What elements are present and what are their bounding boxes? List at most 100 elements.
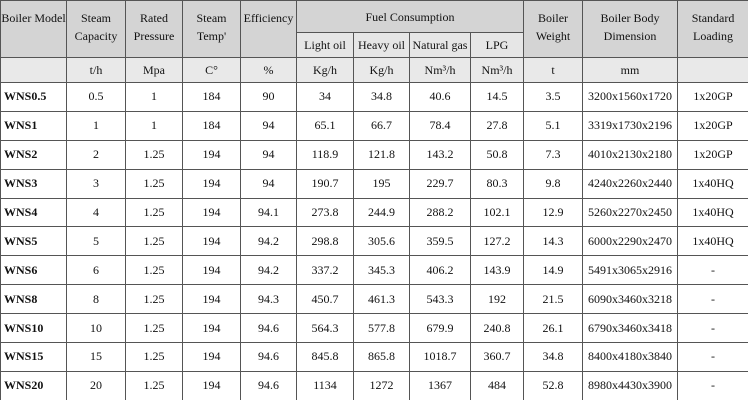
data-cell: 184 (182, 110, 241, 141)
data-cell: 127.2 (469, 226, 525, 257)
data-cell: 3 (66, 168, 126, 199)
unit-cell: t/h (66, 57, 126, 83)
data-cell: 1x40HQ (677, 226, 748, 257)
data-cell: 34 (296, 82, 354, 112)
data-cell: 0.5 (66, 82, 126, 112)
data-row: WNS6 6 1.25 194 94.2 337.2 345.3 406.2 143.9 14.9… (0, 255, 748, 286)
data-cell: 577.8 (353, 313, 410, 344)
data-cell: 360.7 (469, 342, 525, 372)
data-cell: 4 (66, 197, 126, 228)
data-cell: 1.25 (125, 370, 183, 400)
data-cell: 3.5 (523, 82, 584, 112)
data-cell: 1 (66, 110, 126, 141)
data-cell: 1367 (409, 370, 471, 400)
data-row: WNS5 5 1.25 194 94.2 298.8 305.6 359.5 127.2 14.3… (0, 226, 748, 257)
data-cell: 184 (182, 82, 241, 112)
data-cell: 194 (182, 313, 241, 344)
unit-cell (677, 57, 748, 83)
data-cell: 3319x1730x2196 (582, 110, 679, 141)
unit-cell: Kg/h (353, 57, 410, 83)
data-row: WNS10 10 1.25 194 94.6 564.3 577.8 679.9 240.8 26… (0, 313, 748, 344)
column-header: Boiler Model (0, 0, 67, 58)
data-cell: 20 (66, 370, 126, 400)
data-cell: 94 (240, 139, 297, 170)
model-cell: WNS8 (0, 284, 67, 315)
data-row: WNS4 4 1.25 194 94.1 273.8 244.9 288.2 102.1 12.9… (0, 197, 748, 228)
data-cell: 94 (240, 168, 297, 199)
data-cell: - (677, 255, 748, 286)
data-cell: 194 (182, 342, 241, 372)
data-cell: 298.8 (296, 226, 354, 257)
data-cell: 1x40HQ (677, 168, 748, 199)
sub-header: Heavy oil (353, 32, 410, 58)
data-cell: 3200x1560x1720 (582, 82, 679, 112)
model-cell: WNS0.5 (0, 82, 67, 112)
model-cell: WNS1 (0, 110, 67, 141)
model-cell: WNS10 (0, 313, 67, 344)
column-header: Steam Temp' (182, 0, 241, 58)
data-cell: - (677, 370, 748, 400)
data-cell: 14.3 (523, 226, 584, 257)
model-cell: WNS2 (0, 139, 67, 170)
data-cell: 5260x2270x2450 (582, 197, 679, 228)
data-cell: 4240x2260x2440 (582, 168, 679, 199)
data-cell: 14.5 (469, 82, 525, 112)
data-cell: 1.25 (125, 139, 183, 170)
data-cell: 194 (182, 197, 241, 228)
data-cell: 12.9 (523, 197, 584, 228)
data-cell: 345.3 (353, 255, 410, 286)
data-cell: 1.25 (125, 284, 183, 315)
data-cell: 1x40HQ (677, 197, 748, 228)
unit-cell: Kg/h (296, 57, 354, 83)
data-row: WNS1 1 1 184 94 65.1 66.7 78.4 27.8 5.1 3319x1730x… (0, 110, 748, 141)
data-row: WNS15 15 1.25 194 94.6 845.8 865.8 1018.7 360.7 3… (0, 342, 748, 372)
sub-header: Light oil (296, 32, 354, 58)
model-cell: WNS5 (0, 226, 67, 257)
data-cell: 1.25 (125, 197, 183, 228)
data-cell: 80.3 (469, 168, 525, 199)
data-cell: 34.8 (353, 82, 410, 112)
data-cell: 50.8 (469, 139, 525, 170)
data-cell: 8400x4180x3840 (582, 342, 679, 372)
data-cell: 10 (66, 313, 126, 344)
data-row: WNS3 3 1.25 194 94 190.7 195 229.7 80.3 9.8 4240x2… (0, 168, 748, 199)
data-cell: 94.2 (240, 226, 297, 257)
column-header: Rated Pressure (125, 0, 183, 58)
data-cell: 14.9 (523, 255, 584, 286)
data-cell: 26.1 (523, 313, 584, 344)
data-cell: 4010x2130x2180 (582, 139, 679, 170)
column-header: Standard Loading (677, 0, 748, 58)
data-cell: 5.1 (523, 110, 584, 141)
model-cell: WNS20 (0, 370, 67, 400)
column-header: Boiler Weight (523, 0, 584, 58)
data-cell: 543.3 (409, 284, 471, 315)
header-row: Boiler Model Steam Capacity Rated Pressure… (0, 0, 748, 58)
data-cell: 90 (240, 82, 297, 112)
data-cell: 7.3 (523, 139, 584, 170)
data-cell: 1.25 (125, 226, 183, 257)
unit-cell: % (240, 57, 297, 83)
data-cell: 34.8 (523, 342, 584, 372)
unit-cell: t (523, 57, 584, 83)
data-cell: 461.3 (353, 284, 410, 315)
sub-header: LPG (469, 32, 525, 58)
data-cell: 66.7 (353, 110, 410, 141)
model-cell: WNS15 (0, 342, 67, 372)
data-cell: 78.4 (409, 110, 471, 141)
data-cell: 679.9 (409, 313, 471, 344)
data-cell: 406.2 (409, 255, 471, 286)
data-cell: 337.2 (296, 255, 354, 286)
data-cell: 102.1 (469, 197, 525, 228)
column-header: Efficiency (240, 0, 297, 58)
unit-cell: Nm³/h (469, 57, 525, 83)
data-cell: 192 (469, 284, 525, 315)
data-cell: 6000x2290x2470 (582, 226, 679, 257)
units-row: t/h Mpa C°% Kg/h Kg/h Nm³/h Nm³/h t mm (0, 57, 748, 83)
data-cell: 6090x3460x3218 (582, 284, 679, 315)
data-cell: 8980x4430x3900 (582, 370, 679, 400)
data-cell: 5491x3065x2916 (582, 255, 679, 286)
data-row: WNS20 20 1.25 194 94.6 1134 1272 1367 484 52.8 898… (0, 370, 748, 400)
data-cell: 94 (240, 110, 297, 141)
